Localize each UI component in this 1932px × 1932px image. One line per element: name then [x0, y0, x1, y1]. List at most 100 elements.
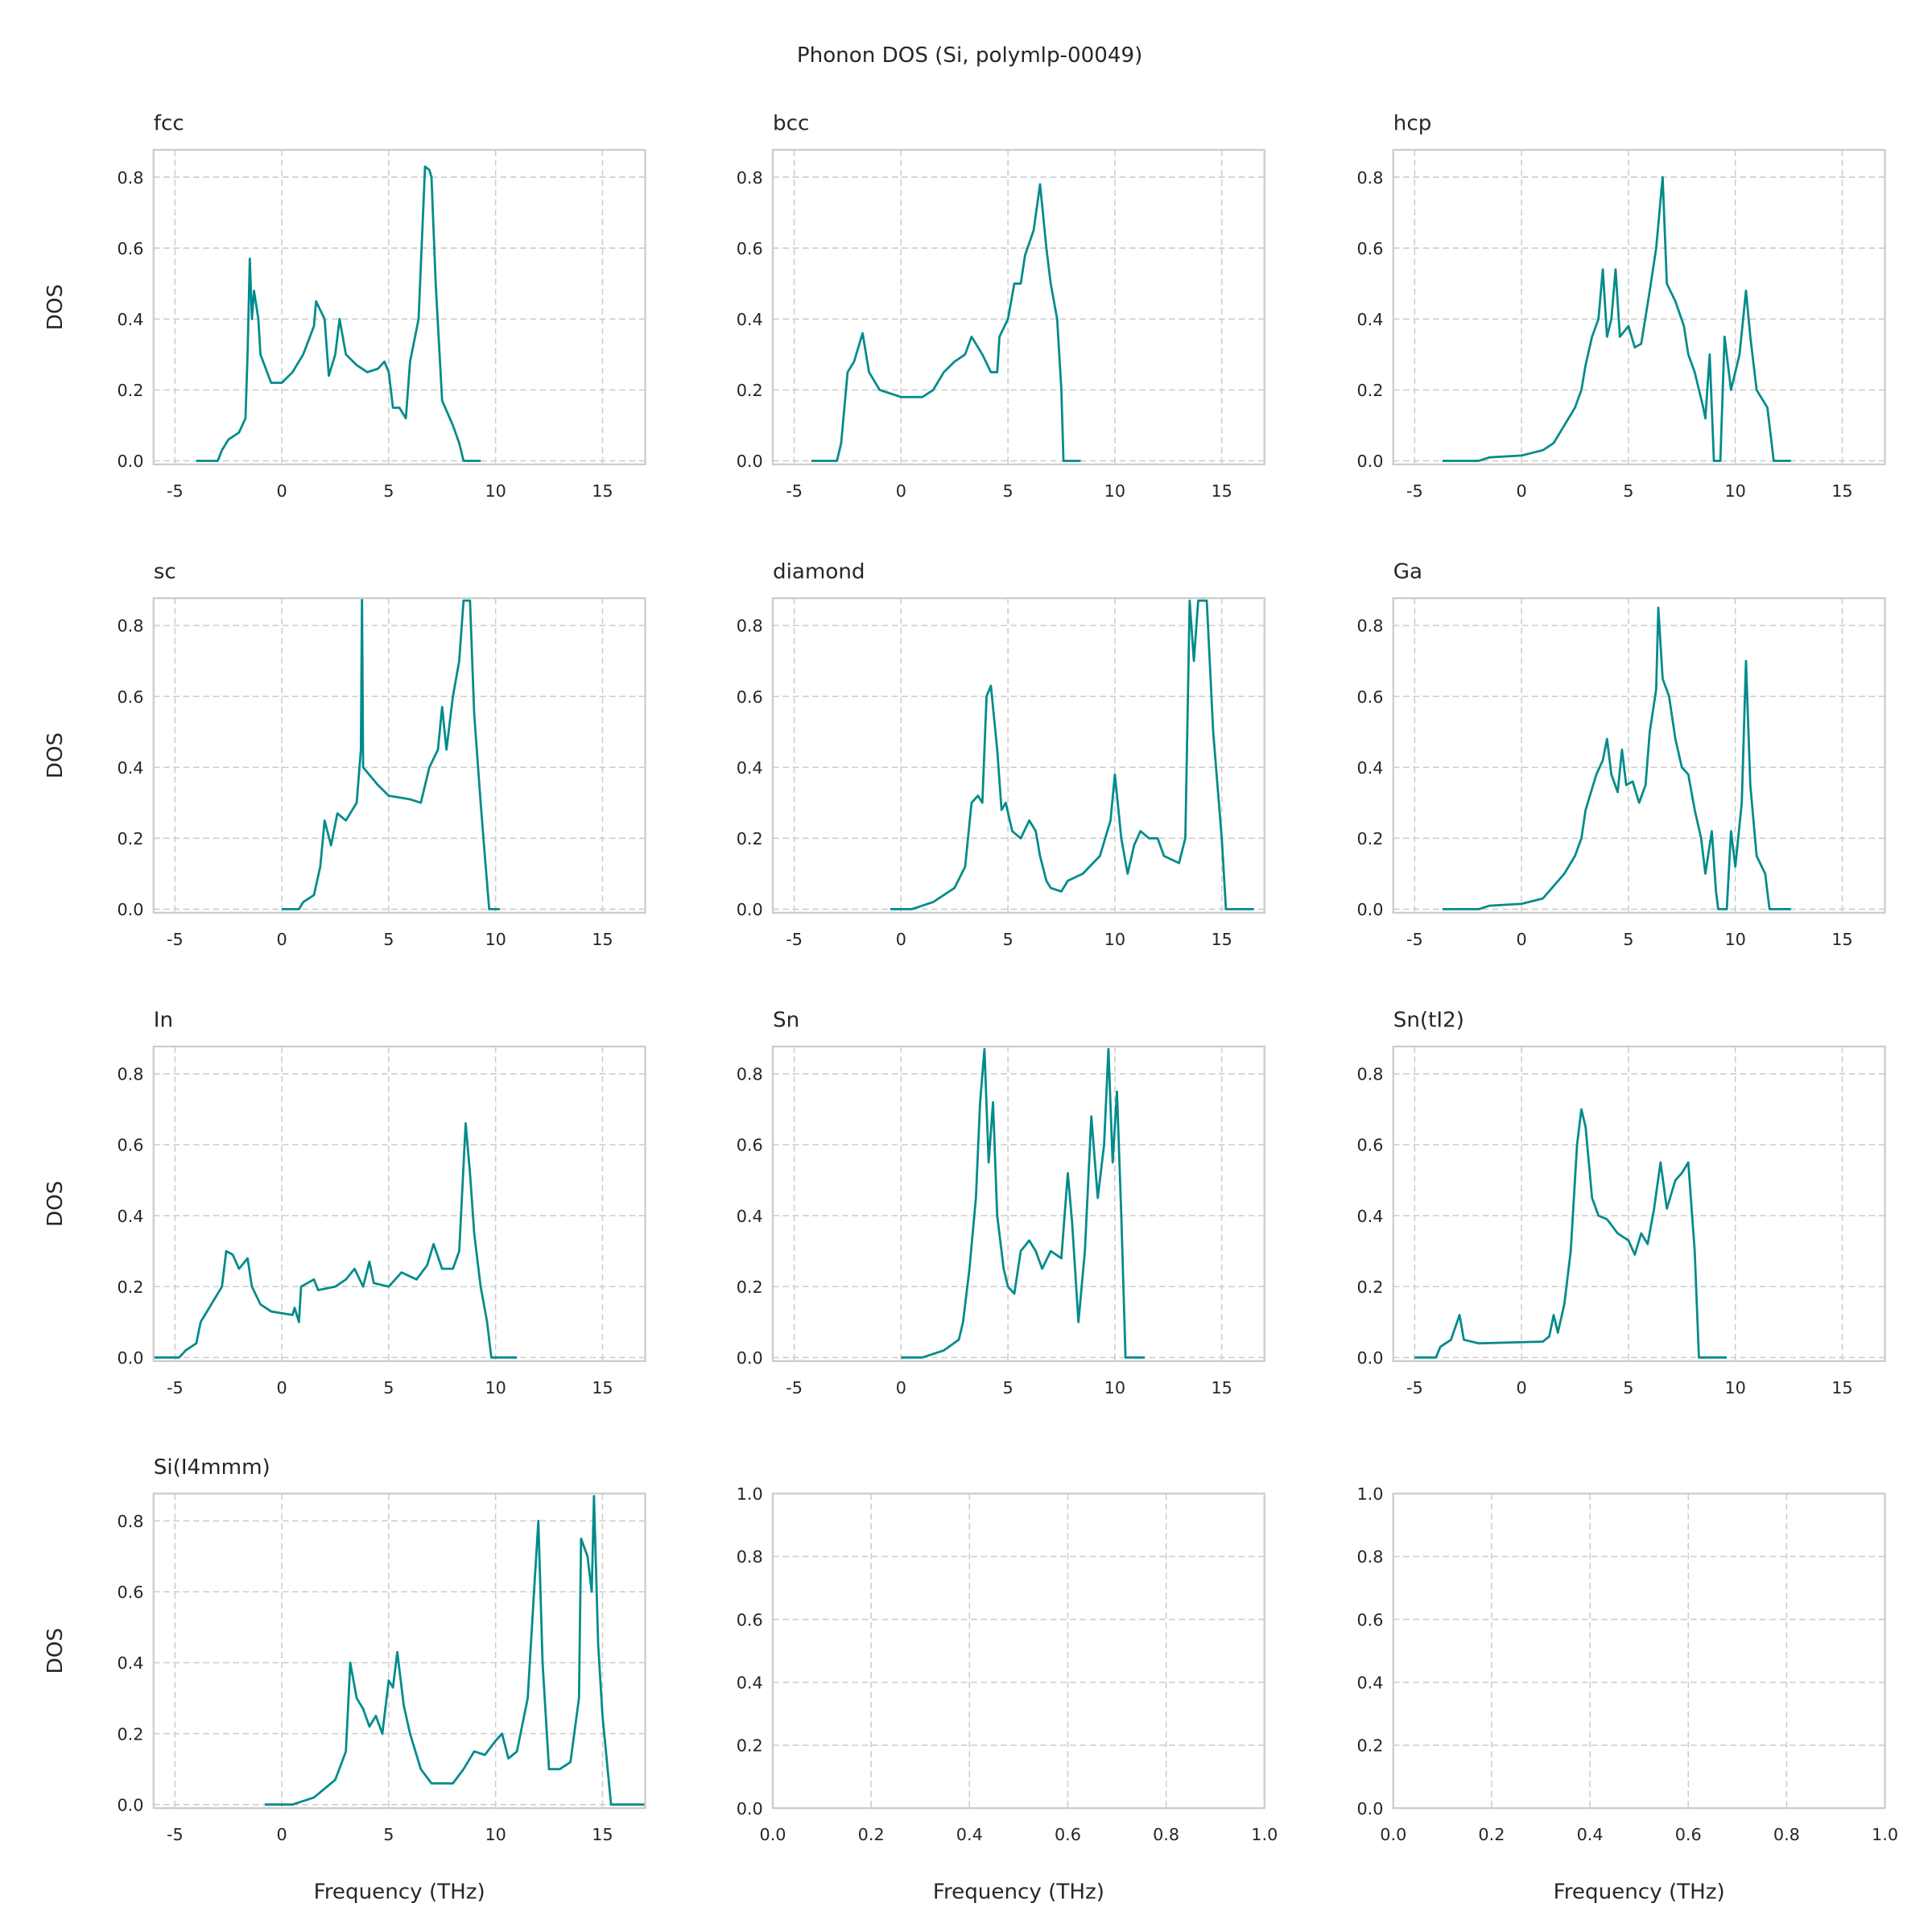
- y-tick-label: 0.4: [117, 1653, 143, 1673]
- x-tick-label: 10: [1104, 481, 1125, 501]
- y-tick-label: 0.0: [737, 1799, 763, 1818]
- x-tick-label: 10: [485, 481, 506, 501]
- y-tick-label: 0.8: [737, 1547, 763, 1567]
- axes-frame: [1392, 1045, 1886, 1362]
- y-tick-label: 0.8: [737, 617, 763, 636]
- y-tick-label: 0.6: [737, 239, 763, 258]
- x-tick-label: -5: [786, 481, 803, 501]
- x-tick-label: 0.8: [1153, 1825, 1179, 1844]
- y-tick-label: 0.4: [737, 310, 763, 329]
- x-tick-label: 0.4: [1577, 1825, 1604, 1844]
- axes-frame: [152, 597, 646, 914]
- axes-frame: [1392, 597, 1886, 914]
- subplot: -5 0 5 10 15 0.0 0.2 0.4 0.6 0.8 fcc DOS: [43, 112, 646, 501]
- y-tick-label: 0.4: [737, 1207, 763, 1226]
- dos-line-sc: [282, 597, 500, 910]
- y-tick-label: 0.0: [737, 452, 763, 471]
- x-tick-label: 10: [485, 1825, 506, 1844]
- x-tick-label: -5: [167, 481, 184, 501]
- y-tick-label: 0.2: [737, 1736, 763, 1756]
- axes-frame: [1392, 149, 1886, 466]
- dos-line-hcp: [1442, 175, 1791, 462]
- x-tick-label: -5: [167, 930, 184, 949]
- y-tick-label: 0.2: [737, 381, 763, 400]
- subplot: -5 0 5 10 15 0.0 0.2 0.4 0.6 0.8 sc DOS: [43, 559, 646, 949]
- y-tick-label: 0.4: [1356, 1674, 1383, 1693]
- y-axis-label: DOS: [43, 733, 68, 778]
- y-tick-label: 0.8: [737, 168, 763, 188]
- y-tick-label: 0.2: [1356, 381, 1383, 400]
- x-tick-label: -5: [1406, 481, 1423, 501]
- x-tick-label: 15: [1211, 1378, 1232, 1397]
- x-tick-label: 0: [276, 1825, 287, 1844]
- y-tick-label: 0.6: [1356, 239, 1383, 258]
- subplot-title: In: [154, 1008, 173, 1032]
- dos-line-fcc: [196, 165, 481, 462]
- y-axis-label: DOS: [43, 1181, 68, 1227]
- y-tick-label: 0.4: [117, 758, 143, 778]
- x-tick-label: 15: [1211, 481, 1232, 501]
- subplot: -5 0 5 10 15 0.0 0.2 0.4 0.6 0.8 Si(I4mmm) DOS Frequ…: [43, 1455, 646, 1904]
- axes-frame: [1392, 1492, 1886, 1810]
- x-tick-label: -5: [167, 1825, 184, 1844]
- x-tick-label: 0.2: [1478, 1825, 1505, 1844]
- y-tick-label: 0.2: [737, 1278, 763, 1297]
- y-tick-label: 0.6: [117, 1136, 143, 1155]
- axes-frame: [771, 1492, 1265, 1810]
- y-tick-label: 0.6: [737, 687, 763, 707]
- x-tick-label: 0.6: [1675, 1825, 1702, 1844]
- y-tick-label: 1.0: [737, 1484, 763, 1504]
- x-tick-label: 5: [1003, 930, 1013, 949]
- y-tick-label: 0.2: [117, 1278, 143, 1297]
- y-tick-label: 0.0: [1356, 452, 1383, 471]
- x-tick-label: 5: [1003, 481, 1013, 501]
- x-tick-label: 0: [1516, 481, 1526, 501]
- y-tick-label: 0.2: [117, 1724, 143, 1744]
- y-tick-label: 0.6: [1356, 1136, 1383, 1155]
- subplot: -5 0 5 10 15 0.0 0.2 0.4 0.6 0.8 Sn(tI2): [1356, 1008, 1886, 1397]
- subplot-title: Ga: [1393, 559, 1422, 584]
- x-tick-label: 15: [1211, 930, 1232, 949]
- x-tick-label: -5: [786, 1378, 803, 1397]
- x-tick-label: 5: [1623, 930, 1633, 949]
- y-tick-label: 0.8: [1356, 168, 1383, 188]
- y-tick-label: 0.6: [737, 1610, 763, 1629]
- y-tick-label: 0.2: [1356, 1278, 1383, 1297]
- y-tick-label: 0.6: [1356, 687, 1383, 707]
- x-tick-label: 5: [1623, 481, 1633, 501]
- subplot-grid: -5 0 5 10 15 0.0 0.2 0.4 0.6 0.8 fcc DOS -5 0 5 10 15 0.0…: [43, 112, 1898, 1905]
- subplot: 0.0 0.2 0.4 0.6 0.8 1.0 0.0 0.2 0.4 0.6 0.8 1.0 Freq…: [1356, 1484, 1898, 1904]
- y-tick-label: 1.0: [1356, 1484, 1383, 1504]
- x-tick-label: 10: [1724, 930, 1745, 949]
- x-tick-label: 10: [1724, 1378, 1745, 1397]
- y-tick-label: 0.4: [117, 310, 143, 329]
- subplot-title: bcc: [773, 112, 809, 136]
- x-axis-label: Frequency (THz): [933, 1880, 1104, 1904]
- axes-frame: [152, 1492, 646, 1810]
- dos-line-Sn(tI2): [1414, 1108, 1728, 1359]
- x-tick-label: 0: [276, 1378, 287, 1397]
- y-axis-label: DOS: [43, 284, 68, 330]
- dos-line-diamond: [890, 599, 1254, 910]
- x-tick-label: -5: [167, 1378, 184, 1397]
- y-tick-label: 0.0: [737, 900, 763, 919]
- dos-line-In: [153, 1122, 518, 1359]
- x-tick-label: 5: [383, 930, 394, 949]
- axes-frame: [771, 1045, 1265, 1362]
- y-tick-label: 0.4: [1356, 310, 1383, 329]
- y-tick-label: 0.2: [117, 381, 143, 400]
- y-tick-label: 0.4: [1356, 1207, 1383, 1226]
- x-tick-label: 5: [1623, 1378, 1633, 1397]
- x-tick-label: 10: [485, 930, 506, 949]
- x-tick-label: -5: [1406, 1378, 1423, 1397]
- axes-frame: [152, 149, 646, 466]
- x-tick-label: -5: [1406, 930, 1423, 949]
- subplot-title: Sn(tI2): [1393, 1008, 1464, 1032]
- x-tick-label: 0.0: [1380, 1825, 1406, 1844]
- x-tick-label: 0: [896, 930, 906, 949]
- figure-title: Phonon DOS (Si, polymlp-00049): [797, 43, 1142, 68]
- x-tick-label: 0.4: [956, 1825, 983, 1844]
- x-tick-label: 10: [485, 1378, 506, 1397]
- y-tick-label: 0.8: [737, 1065, 763, 1084]
